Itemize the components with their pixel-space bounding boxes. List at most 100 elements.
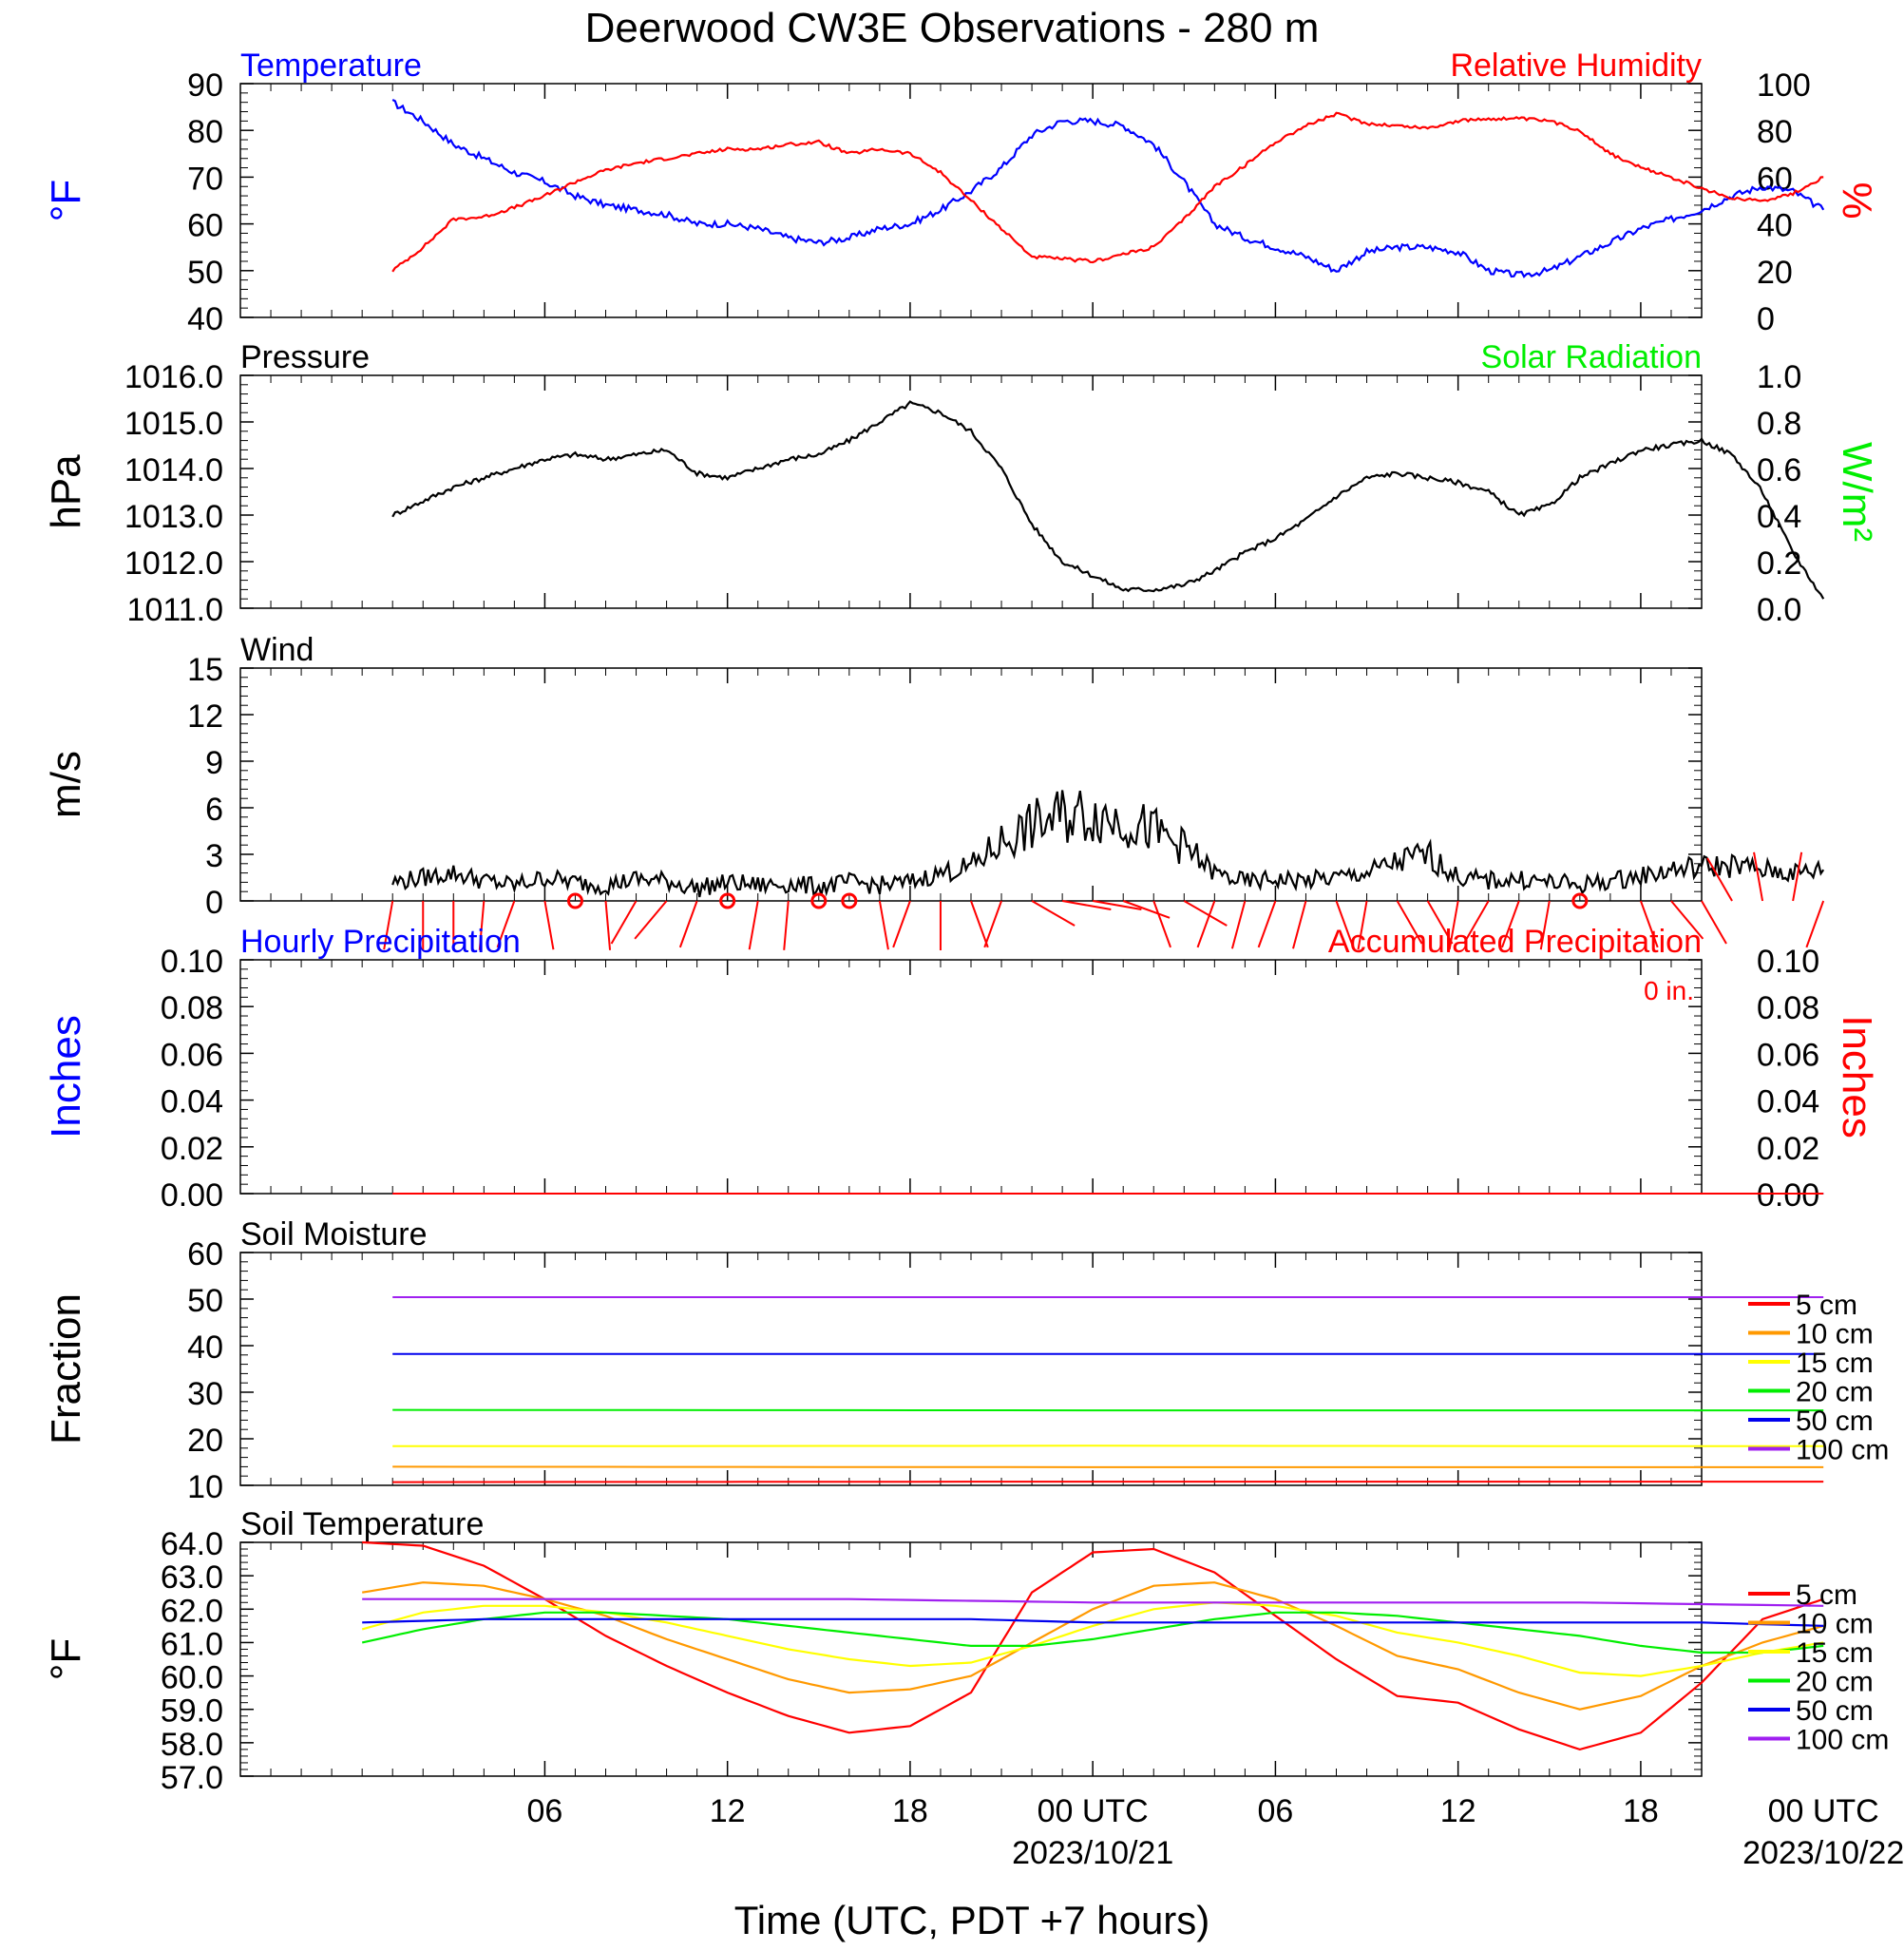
y-tick-label-right: 0.00 xyxy=(1757,1177,1819,1214)
wind-barb xyxy=(1426,900,1454,945)
y-tick-label-right: 100 xyxy=(1757,67,1811,104)
legend-label: 10 cm xyxy=(1796,1319,1874,1350)
legend-item: 5 cm xyxy=(1748,1290,1857,1321)
wind-barb xyxy=(1092,900,1142,911)
legend-item: 50 cm xyxy=(1748,1406,1874,1437)
series-line-5-cm xyxy=(362,1540,1824,1751)
y-tick-label-left: 60 xyxy=(187,1236,223,1272)
y-tick-label-left: 64.0 xyxy=(161,1526,223,1562)
legend-label: 5 cm xyxy=(1796,1579,1857,1611)
y-axis-label-left: Inches xyxy=(43,1015,89,1138)
panel-frame xyxy=(239,1541,1703,1777)
wind-calm-marker xyxy=(810,892,828,909)
wind-barb xyxy=(1230,900,1247,949)
legend-label: 20 cm xyxy=(1796,1377,1874,1408)
y-axis-label-right: % xyxy=(1834,182,1880,219)
y-tick-label-right: 0.6 xyxy=(1757,452,1801,488)
panel-soil-moisture: 60 50 40 30 20 10 Soil Moisture Fraction 5 cm10 … xyxy=(43,1216,1889,1505)
wind-barb xyxy=(1753,851,1764,902)
y-tick-label-left: 57.0 xyxy=(161,1760,223,1796)
wind-barb xyxy=(478,900,486,950)
wind-barb xyxy=(783,900,790,950)
series-line-temperature xyxy=(391,99,1825,278)
y-tick-label-left: 63.0 xyxy=(161,1559,223,1596)
y-tick-label-left: 15 xyxy=(187,652,223,688)
y-axis-label-left: m/s xyxy=(43,751,89,818)
wind-barb xyxy=(1335,900,1355,948)
y-tick-label-right: 20 xyxy=(1757,255,1793,291)
y-tick-label-right: 0.02 xyxy=(1757,1131,1819,1167)
legend-label: 5 cm xyxy=(1796,1290,1857,1321)
wind-barb xyxy=(1792,851,1803,902)
legend-label: 50 cm xyxy=(1796,1406,1874,1437)
legend-item: 10 cm xyxy=(1748,1609,1874,1640)
wind-barb xyxy=(1670,900,1704,940)
series-line-wind xyxy=(391,790,1825,898)
panel-frame xyxy=(239,667,1703,902)
legend-label: 20 cm xyxy=(1796,1667,1874,1698)
y-tick-label-left: 80 xyxy=(187,114,223,150)
y-axis-label-left: °F xyxy=(43,1638,89,1680)
y-tick-label-left: 0.06 xyxy=(161,1037,223,1073)
wind-barb xyxy=(1539,900,1551,950)
series-line-50-cm xyxy=(362,1617,1824,1627)
y-tick-label-right: 0.8 xyxy=(1757,406,1801,442)
wind-barb xyxy=(1257,900,1277,948)
y-tick-label-left: 20 xyxy=(187,1423,223,1459)
legend-item: 5 cm xyxy=(1748,1579,1857,1611)
series-line-20-cm xyxy=(392,1408,1824,1412)
panel-title-left: Pressure xyxy=(240,339,370,375)
wind-barb xyxy=(1292,900,1307,949)
series-line-10-cm xyxy=(362,1581,1824,1711)
y-tick-label-right: 0.08 xyxy=(1757,990,1819,1026)
accumulated-total-label: 0 in. xyxy=(1644,976,1694,1005)
y-tick-label-left: 1013.0 xyxy=(124,499,223,535)
wind-barb xyxy=(1706,857,1733,902)
wind-barb xyxy=(678,900,698,948)
series-line-relative-humidity xyxy=(391,111,1824,273)
panel-title-right: Relative Humidity xyxy=(1450,48,1702,84)
legend-item: 50 cm xyxy=(1748,1695,1874,1727)
y-tick-label-left: 1016.0 xyxy=(124,359,223,395)
y-tick-label-left: 62.0 xyxy=(161,1593,223,1629)
y-tick-label-right: 0.04 xyxy=(1757,1084,1819,1120)
x-date-label: 2023/10/21 xyxy=(1012,1835,1173,1871)
y-tick-label-left: 50 xyxy=(187,1283,223,1319)
wind-barb xyxy=(970,900,989,948)
x-tick-label: 00 UTC xyxy=(1038,1793,1149,1829)
y-tick-label-left: 0.00 xyxy=(161,1177,223,1214)
y-axis-label-right: Inches xyxy=(1834,1015,1880,1138)
wind-barb xyxy=(634,900,668,940)
wind-barb xyxy=(1501,900,1520,948)
y-tick-label-left: 9 xyxy=(205,745,223,781)
legend-item: 100 cm xyxy=(1748,1435,1889,1466)
y-tick-label-left: 50 xyxy=(187,255,223,291)
y-tick-label-left: 0.04 xyxy=(161,1084,223,1120)
legend-label: 10 cm xyxy=(1796,1609,1874,1640)
y-tick-label-left: 1011.0 xyxy=(127,592,223,628)
wind-barb xyxy=(878,900,889,950)
wind-barb xyxy=(1448,900,1459,950)
y-tick-label-right: 0.2 xyxy=(1757,545,1801,582)
y-tick-label-left: 90 xyxy=(187,67,223,104)
wind-barb xyxy=(1122,900,1171,919)
y-tick-label-left: 61.0 xyxy=(161,1626,223,1662)
series-line-10-cm xyxy=(392,1465,1824,1468)
panel-title-left: Temperature xyxy=(240,48,422,84)
y-tick-label-right: 0 xyxy=(1757,301,1775,337)
panel-pressure-solar: 1016.0 1015.0 1014.0 1013.0 1012.0 1011.0 1.0 0… xyxy=(43,339,1880,628)
panel-title-left: Soil Temperature xyxy=(240,1506,484,1542)
y-tick-label-left: 40 xyxy=(187,301,223,337)
y-tick-label-right: 40 xyxy=(1757,208,1793,244)
series-line-20-cm xyxy=(361,1611,1824,1655)
wind-calm-marker xyxy=(566,892,583,909)
y-tick-label-left: 30 xyxy=(187,1376,223,1412)
legend-label: 15 cm xyxy=(1796,1637,1874,1669)
y-tick-label-right: 1.0 xyxy=(1757,359,1801,395)
wind-barb xyxy=(1031,900,1076,927)
legend-label: 50 cm xyxy=(1796,1695,1874,1727)
y-axis-label-right: W/m² xyxy=(1834,442,1880,542)
legend-item: 15 cm xyxy=(1748,1348,1874,1379)
panel-frame xyxy=(239,959,1703,1195)
y-tick-label-left: 58.0 xyxy=(161,1727,223,1763)
